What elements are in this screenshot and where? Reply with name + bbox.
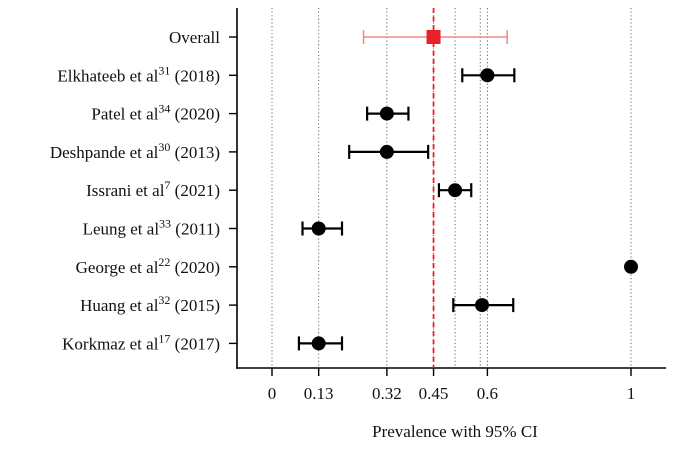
x-tick-label: 0.45 [419, 384, 449, 403]
point-marker [448, 183, 463, 198]
study-label: Huang et al32 (2015) [80, 293, 220, 315]
point-marker [311, 336, 326, 351]
x-tick-label: 0 [268, 384, 277, 403]
study-label: Leung et al33 (2011) [83, 217, 220, 239]
x-tick-label: 1 [627, 384, 636, 403]
x-axis-title: Prevalence with 95% CI [372, 422, 538, 441]
study-label: Korkmaz et al17 (2017) [62, 331, 220, 353]
study-label: Patel et al34 (2020) [91, 102, 220, 124]
point-marker [311, 221, 326, 236]
point-marker [379, 106, 394, 121]
study-label: Elkhateeb et al31 (2018) [57, 63, 220, 85]
point-marker [379, 144, 394, 159]
x-tick-label: 0.6 [477, 384, 498, 403]
point-marker [480, 68, 495, 83]
x-tick-label: 0.32 [372, 384, 402, 403]
x-tick-label: 0.13 [304, 384, 334, 403]
point-marker [624, 259, 638, 274]
study-label: George et al22 (2020) [76, 255, 220, 277]
summary-marker [426, 30, 441, 44]
study-label: Deshpande et al30 (2013) [50, 140, 220, 162]
point-marker [475, 298, 490, 313]
study-label: Issrani et al7 (2021) [86, 178, 220, 200]
study-label: Overall [169, 28, 220, 47]
